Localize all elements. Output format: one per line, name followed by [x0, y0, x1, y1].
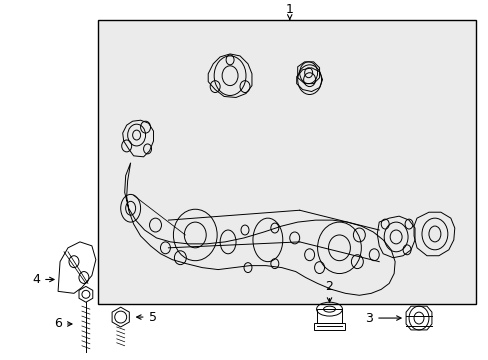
Text: 5: 5	[136, 311, 156, 324]
Text: 6: 6	[54, 318, 72, 330]
Text: 2: 2	[325, 280, 333, 302]
Text: 4: 4	[32, 273, 54, 286]
Bar	[98, 20, 475, 304]
Text: 3: 3	[365, 311, 400, 325]
Text: 1: 1	[285, 3, 293, 19]
